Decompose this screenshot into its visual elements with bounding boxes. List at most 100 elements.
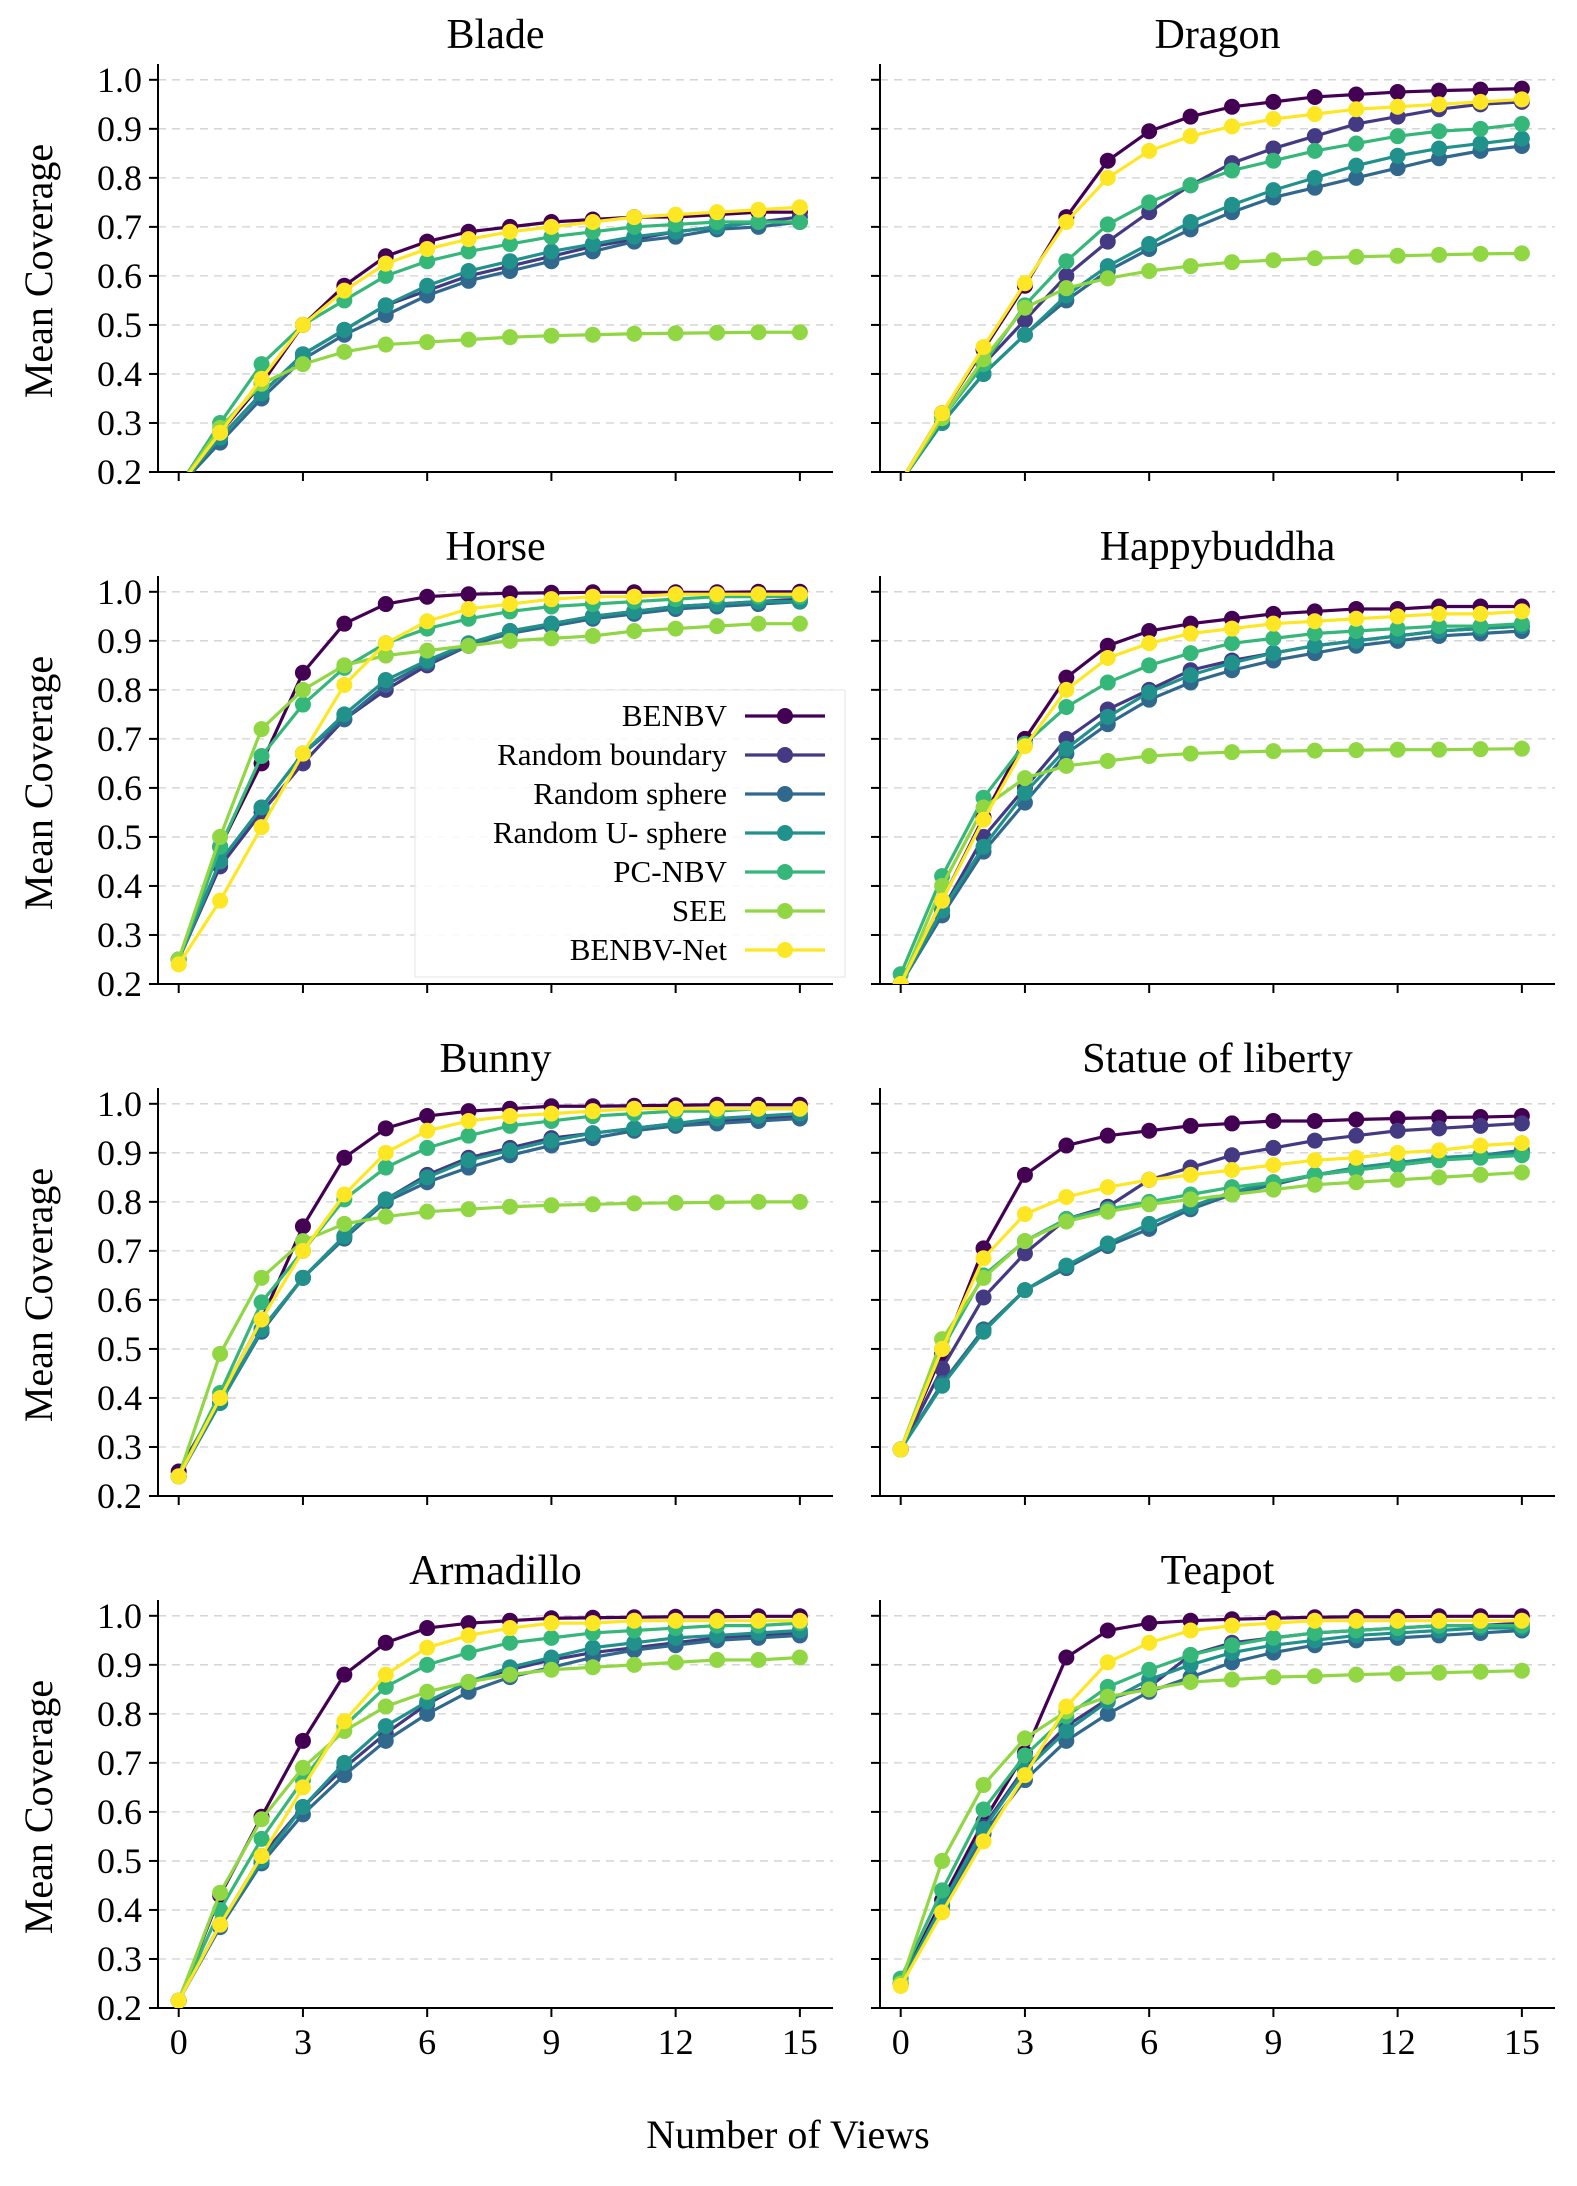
series-line-benbv-net xyxy=(177,1619,800,2002)
data-point xyxy=(1389,98,1406,115)
data-point xyxy=(1306,625,1323,642)
y-tick-label: 1.0 xyxy=(97,572,142,612)
y-axis-label-row-4: Mean Coverage xyxy=(16,1680,61,1934)
data-point xyxy=(1389,741,1406,758)
data-point xyxy=(667,206,684,223)
data-point xyxy=(171,479,187,495)
data-point xyxy=(501,1620,518,1637)
data-point xyxy=(584,588,601,605)
data-point xyxy=(1306,1668,1323,1685)
data-point xyxy=(626,1612,643,1629)
data-point xyxy=(1389,1171,1406,1188)
data-point xyxy=(253,370,270,387)
data-point xyxy=(1265,252,1282,269)
data-point xyxy=(1389,1665,1406,1682)
data-point xyxy=(1099,649,1116,666)
data-point xyxy=(1058,1188,1075,1205)
data-point xyxy=(501,223,518,240)
data-point xyxy=(1016,1233,1033,1250)
y-tick-label: 0.2 xyxy=(97,964,142,1004)
data-point xyxy=(460,1127,477,1144)
data-point xyxy=(1472,1137,1489,1154)
data-point xyxy=(543,327,560,344)
series-line-random-sphere xyxy=(899,629,1522,984)
data-point xyxy=(626,1634,643,1651)
data-point xyxy=(171,479,187,495)
data-point xyxy=(1058,681,1075,698)
data-point xyxy=(750,615,767,632)
y-tick-label: 0.5 xyxy=(97,1329,142,1369)
panel-title: Statue of liberty xyxy=(1082,1036,1353,1082)
series-line-random-u-sphere xyxy=(905,137,1523,472)
data-point xyxy=(1265,93,1282,110)
data-point xyxy=(501,1142,518,1159)
data-point xyxy=(419,240,436,257)
data-point xyxy=(1348,86,1365,103)
data-point xyxy=(1306,1176,1323,1193)
series-line-random-sphere xyxy=(177,1633,800,2002)
data-point xyxy=(1182,108,1199,125)
series-line-see xyxy=(905,251,1522,472)
data-point xyxy=(377,1666,394,1683)
series-group xyxy=(170,583,808,973)
data-point xyxy=(1513,740,1530,757)
data-point xyxy=(1389,1144,1406,1161)
data-point xyxy=(543,1105,560,1122)
data-point xyxy=(419,1639,436,1656)
data-point xyxy=(667,1612,684,1629)
data-point xyxy=(626,209,643,226)
data-point xyxy=(584,326,601,343)
data-point xyxy=(1306,1152,1323,1169)
data-point xyxy=(584,1639,601,1656)
data-point xyxy=(1099,752,1116,769)
data-point xyxy=(584,1103,601,1120)
data-point xyxy=(1058,253,1075,270)
data-point xyxy=(171,479,187,495)
series-line-see xyxy=(177,1200,800,1477)
data-point xyxy=(501,632,518,649)
series-group xyxy=(171,199,808,495)
data-point xyxy=(1141,623,1158,640)
x-tick-label: 12 xyxy=(658,2022,694,2062)
data-point xyxy=(1141,1196,1158,1213)
series-line-pc-nbv xyxy=(899,622,1522,975)
data-point xyxy=(791,1612,808,1629)
data-point xyxy=(294,1269,311,1286)
x-tick-label: 0 xyxy=(892,2022,910,2062)
data-point xyxy=(419,1169,436,1186)
data-point xyxy=(1306,250,1323,267)
data-point xyxy=(1141,1122,1158,1139)
data-point xyxy=(1265,630,1282,647)
data-point xyxy=(1141,1681,1158,1698)
data-point xyxy=(1348,1666,1365,1683)
data-point xyxy=(1306,613,1323,630)
data-point xyxy=(377,1159,394,1176)
data-point xyxy=(460,1615,477,1632)
series-group xyxy=(892,1108,1530,1458)
data-point xyxy=(501,1108,518,1125)
data-point xyxy=(1513,1662,1530,1679)
data-point xyxy=(1265,1157,1282,1174)
data-point xyxy=(1058,1257,1075,1274)
data-point xyxy=(1472,135,1489,152)
series-line-benbv-net xyxy=(899,1141,1522,1451)
data-point xyxy=(212,828,229,845)
data-point xyxy=(1306,1624,1323,1641)
y-tick-label: 0.8 xyxy=(97,670,142,710)
data-point xyxy=(791,1649,808,1666)
data-point xyxy=(1141,123,1158,140)
data-point xyxy=(170,1992,187,2008)
data-point xyxy=(377,255,394,272)
data-point xyxy=(626,325,643,342)
y-tick-label: 0.4 xyxy=(97,354,142,394)
legend-marker xyxy=(777,747,793,763)
data-point xyxy=(709,1612,726,1629)
data-point xyxy=(1182,1673,1199,1690)
data-point xyxy=(1223,1671,1240,1688)
data-point xyxy=(934,1882,951,1899)
series-line-random-u-sphere xyxy=(899,1626,1522,1985)
series-line-benbv xyxy=(177,1103,800,1473)
y-tick-label: 0.9 xyxy=(97,1645,142,1685)
panel-armadillo: 0.2 0.3 0.4 0.5 0.6 0.7 0.8 0.9 1.0 0 3 6 9 12 15 Armad… xyxy=(97,1548,833,2062)
data-point xyxy=(626,1100,643,1117)
